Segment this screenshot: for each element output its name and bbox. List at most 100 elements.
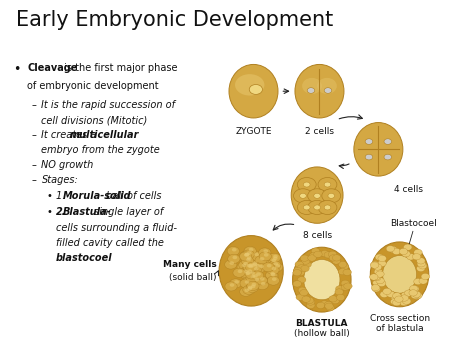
Ellipse shape [414, 249, 422, 256]
Ellipse shape [219, 236, 283, 306]
Ellipse shape [370, 274, 378, 280]
Text: (hollow ball): (hollow ball) [294, 329, 350, 338]
Ellipse shape [308, 189, 327, 203]
Text: multicellular: multicellular [70, 130, 139, 140]
Ellipse shape [261, 282, 265, 285]
Ellipse shape [242, 263, 255, 272]
Ellipse shape [386, 246, 394, 252]
Ellipse shape [255, 278, 259, 281]
Ellipse shape [237, 262, 249, 272]
Ellipse shape [302, 296, 310, 302]
Ellipse shape [246, 270, 258, 279]
Ellipse shape [384, 154, 392, 160]
Ellipse shape [249, 84, 263, 94]
Ellipse shape [267, 257, 279, 266]
Text: –: – [32, 130, 37, 140]
Text: cell divisions (Mitotic): cell divisions (Mitotic) [41, 115, 148, 125]
Ellipse shape [249, 248, 254, 251]
Ellipse shape [403, 244, 412, 250]
Ellipse shape [392, 248, 401, 255]
Ellipse shape [401, 292, 410, 298]
Ellipse shape [228, 254, 240, 263]
Ellipse shape [307, 88, 315, 93]
Text: ZYGOTE: ZYGOTE [235, 127, 272, 136]
Ellipse shape [255, 256, 267, 265]
Ellipse shape [250, 263, 263, 272]
Ellipse shape [293, 189, 312, 203]
Ellipse shape [301, 266, 309, 272]
Ellipse shape [354, 122, 403, 176]
Ellipse shape [375, 254, 383, 260]
Ellipse shape [293, 269, 301, 276]
Ellipse shape [344, 283, 352, 289]
Ellipse shape [229, 279, 242, 288]
Ellipse shape [338, 268, 347, 275]
Ellipse shape [404, 290, 413, 296]
Ellipse shape [378, 260, 386, 267]
Ellipse shape [323, 252, 331, 258]
Ellipse shape [256, 272, 261, 276]
Ellipse shape [270, 272, 275, 275]
Ellipse shape [303, 261, 311, 268]
Ellipse shape [293, 267, 302, 274]
Ellipse shape [308, 200, 327, 214]
Text: Morula-solid: Morula-solid [63, 191, 132, 201]
Ellipse shape [324, 205, 331, 210]
Ellipse shape [324, 182, 331, 187]
Ellipse shape [300, 193, 306, 198]
Text: Stages:: Stages: [41, 175, 78, 185]
Ellipse shape [256, 280, 268, 290]
Ellipse shape [341, 280, 349, 286]
Ellipse shape [383, 256, 417, 293]
Ellipse shape [272, 277, 277, 281]
Ellipse shape [298, 277, 306, 283]
Ellipse shape [225, 282, 237, 291]
Ellipse shape [414, 278, 422, 285]
Ellipse shape [250, 264, 255, 267]
Ellipse shape [378, 255, 386, 262]
Ellipse shape [337, 294, 345, 301]
Ellipse shape [402, 298, 411, 305]
Ellipse shape [309, 253, 318, 259]
Ellipse shape [412, 253, 421, 260]
Text: single layer of: single layer of [91, 207, 163, 218]
Ellipse shape [395, 296, 403, 302]
Ellipse shape [244, 253, 249, 257]
Ellipse shape [389, 246, 397, 253]
Ellipse shape [372, 274, 380, 280]
Ellipse shape [248, 273, 261, 282]
Ellipse shape [249, 251, 262, 261]
Ellipse shape [377, 280, 386, 286]
Ellipse shape [296, 294, 304, 300]
Ellipse shape [250, 271, 255, 275]
Ellipse shape [267, 276, 280, 285]
Ellipse shape [232, 256, 237, 259]
Ellipse shape [384, 139, 392, 144]
Ellipse shape [247, 260, 260, 269]
Ellipse shape [267, 264, 272, 267]
Text: Early Embryonic Development: Early Embryonic Development [16, 10, 333, 30]
Ellipse shape [244, 246, 256, 256]
Ellipse shape [268, 255, 281, 264]
Ellipse shape [315, 251, 323, 257]
Ellipse shape [419, 278, 428, 284]
Ellipse shape [245, 272, 250, 275]
Ellipse shape [317, 78, 337, 94]
Ellipse shape [370, 242, 429, 307]
Ellipse shape [391, 294, 400, 301]
Ellipse shape [293, 269, 302, 276]
Text: •: • [46, 191, 52, 201]
Text: Blastocoel: Blastocoel [390, 219, 437, 228]
Ellipse shape [388, 246, 397, 252]
Ellipse shape [255, 264, 260, 267]
Ellipse shape [303, 182, 310, 187]
Ellipse shape [247, 269, 252, 273]
Ellipse shape [260, 257, 264, 261]
Ellipse shape [392, 293, 401, 299]
Text: It is the rapid succession of: It is the rapid succession of [41, 100, 175, 110]
Text: –: – [32, 175, 37, 185]
Ellipse shape [417, 261, 426, 267]
Ellipse shape [391, 299, 399, 305]
Ellipse shape [243, 285, 255, 294]
Ellipse shape [242, 255, 255, 264]
